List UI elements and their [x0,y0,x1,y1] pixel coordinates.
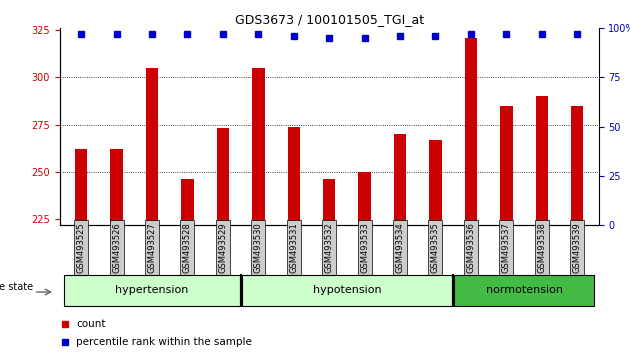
Text: GSM493530: GSM493530 [254,222,263,273]
Text: GSM493535: GSM493535 [431,222,440,273]
Bar [323,179,335,225]
Bar [181,179,193,225]
Text: disease state: disease state [0,282,33,292]
Text: GSM493534: GSM493534 [396,222,404,273]
Bar [146,68,158,225]
Text: GSM493525: GSM493525 [77,222,86,273]
Bar [110,149,123,225]
Bar [64,275,239,306]
Bar [454,275,594,306]
Bar [500,106,513,225]
Bar [252,68,265,225]
Bar [287,127,300,225]
Text: GSM493536: GSM493536 [466,222,476,273]
Bar [358,172,371,225]
Bar [536,96,548,225]
Text: GSM493537: GSM493537 [502,222,511,273]
Text: GSM493532: GSM493532 [324,222,334,273]
Text: GSM493533: GSM493533 [360,222,369,273]
Bar [242,275,452,306]
Text: GSM493526: GSM493526 [112,222,121,273]
Bar [394,134,406,225]
Bar [429,140,442,225]
Bar [465,38,477,225]
Text: GSM493538: GSM493538 [537,222,546,273]
Title: GDS3673 / 100101505_TGI_at: GDS3673 / 100101505_TGI_at [234,13,424,26]
Text: hypertension: hypertension [115,285,188,295]
Text: GSM493529: GSM493529 [219,222,227,273]
Text: percentile rank within the sample: percentile rank within the sample [76,337,252,347]
Text: normotension: normotension [486,285,563,295]
Text: count: count [76,319,105,329]
Text: GSM493539: GSM493539 [573,222,581,273]
Text: hypotension: hypotension [312,285,381,295]
Text: GSM493531: GSM493531 [289,222,298,273]
Bar [571,106,583,225]
Bar [75,149,88,225]
Bar [217,129,229,225]
Text: GSM493527: GSM493527 [147,222,156,273]
Text: GSM493528: GSM493528 [183,222,192,273]
